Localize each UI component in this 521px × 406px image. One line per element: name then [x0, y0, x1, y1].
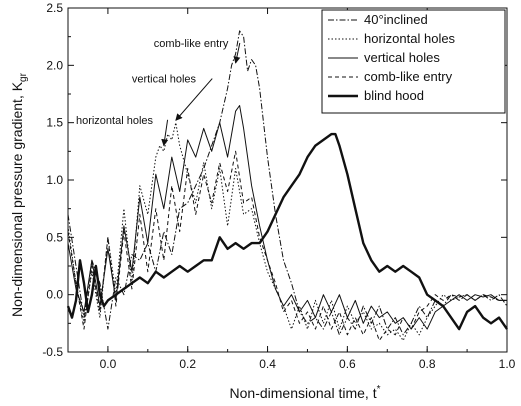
y-tick-label: 1.0: [46, 173, 63, 187]
annotation-label: vertical holes: [132, 74, 197, 86]
series-line-4: [66, 132, 508, 331]
legend-label: blind hood: [364, 88, 424, 103]
legend-label: 40°inclined: [364, 12, 428, 27]
x-tick-label: 0.8: [419, 357, 436, 371]
annotation-label: comb-like entry: [154, 38, 229, 50]
series-line-2: [67, 105, 507, 330]
series-layer: [66, 30, 508, 341]
x-tick-label: 1.0: [499, 357, 516, 371]
x-tick-label: 0.0: [100, 357, 117, 371]
y-tick-label: 0.5: [46, 230, 63, 244]
legend: 40°inclined horizontal holes vertical hole…: [321, 9, 506, 114]
annotations: comb-like entry vertical holes horizontal …: [76, 38, 241, 147]
y-axis-label: Non-dimensional pressure gradient, Kgr: [9, 72, 29, 317]
y-tick-label: 2.0: [46, 58, 63, 72]
legend-label: comb-like entry: [364, 69, 453, 84]
y-tick-label: -0.5: [42, 345, 63, 359]
legend-label: vertical holes: [364, 50, 440, 65]
annotation-label: horizontal holes: [76, 115, 154, 127]
y-tick-label: 2.5: [46, 1, 63, 15]
x-tick-label: 0.4: [259, 357, 276, 371]
series-line-0: [67, 30, 508, 336]
annotation-arrow: [175, 78, 213, 121]
y-tick-label: 0.0: [46, 288, 63, 302]
axis-ticks: 0.0 0.2 0.4 0.6 0.8 1.0 -0.5 0.0 0.5 1.0 1.5 2.0 2.5: [42, 1, 515, 371]
annotation-arrow: [161, 119, 169, 147]
y-tick-label: 1.5: [46, 116, 63, 130]
x-tick-label: 0.6: [339, 357, 356, 371]
x-axis-label: Non-dimensional time, t*: [230, 384, 381, 401]
x-tick-label: 0.2: [179, 357, 196, 371]
series-line-3: [67, 150, 507, 341]
annotation-arrow: [233, 42, 241, 64]
legend-label: horizontal holes: [364, 31, 456, 46]
